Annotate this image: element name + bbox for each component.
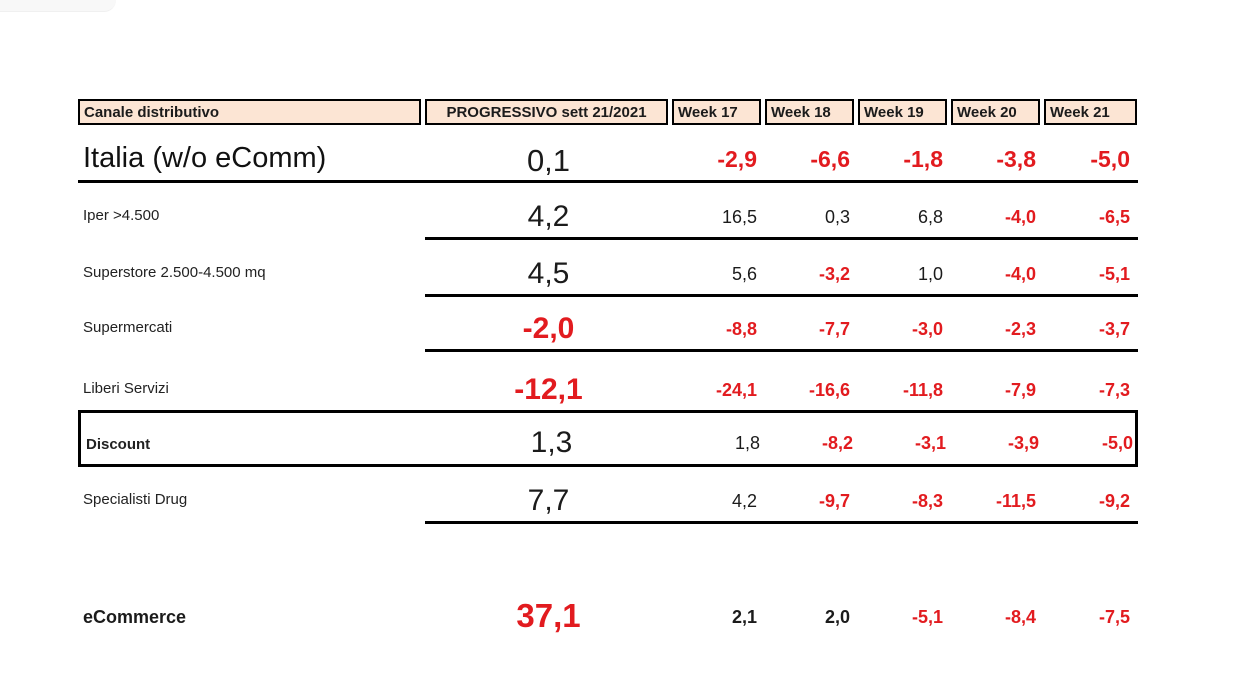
- week-17-value: 5,6: [731, 264, 757, 284]
- table-row-liberi-servizi: Liberi Servizi -12,1 -24,1 -16,6 -11,8 -…: [78, 352, 1138, 410]
- week-21-value: -6,5: [1098, 207, 1130, 227]
- progressivo-value: 1,3: [530, 426, 573, 459]
- table-row-discount: Discount 1,3 1,8 -8,2 -3,1 -3,9 -5,0: [78, 410, 1138, 467]
- week-19-value: 1,0: [917, 264, 943, 284]
- week-19-value: -3,0: [911, 319, 943, 339]
- week-19-value: -11,8: [902, 380, 943, 400]
- week-19-value: -5,1: [911, 607, 943, 627]
- week-18-value: -16,6: [808, 380, 850, 400]
- row-label: Iper >4.500: [83, 207, 160, 224]
- week-17-value: -2,9: [717, 146, 757, 172]
- week-21-value: -3,7: [1098, 319, 1130, 339]
- row-label: Specialisti Drug: [83, 491, 188, 508]
- header-week-20: Week 20: [951, 99, 1040, 125]
- header-week-18: Week 18: [765, 99, 854, 125]
- week-17-value: 4,2: [731, 491, 757, 511]
- progressivo-value: -12,1: [514, 373, 583, 406]
- progressivo-value: 37,1: [516, 597, 581, 634]
- week-17-value: 1,8: [734, 433, 760, 453]
- header-week-17: Week 17: [672, 99, 761, 125]
- week-19-value: -8,3: [911, 491, 943, 511]
- header-canale-distributivo: Canale distributivo: [78, 99, 421, 125]
- table-header-row: Canale distributivo PROGRESSIVO sett 21/…: [78, 99, 1138, 125]
- week-20-value: -3,8: [996, 146, 1036, 172]
- week-17-value: -24,1: [715, 380, 757, 400]
- row-label: Discount: [86, 436, 151, 453]
- header-progressivo: PROGRESSIVO sett 21/2021: [425, 99, 668, 125]
- table-row-supermercati: Supermercati -2,0 -8,8 -7,7 -3,0 -2,3 -3…: [78, 297, 1138, 349]
- row-label: eCommerce: [83, 607, 187, 627]
- row-separator: [425, 521, 1138, 524]
- row-separator: [425, 294, 1138, 297]
- week-20-value: -7,9: [1004, 380, 1036, 400]
- row-label: Superstore 2.500-4.500 mq: [83, 264, 266, 281]
- week-21-value: -7,3: [1098, 380, 1130, 400]
- progressivo-value: 7,7: [527, 484, 570, 517]
- row-label: Italia (w/o eComm): [83, 142, 327, 174]
- progressivo-value: -2,0: [522, 312, 575, 345]
- week-21-value: -5,0: [1101, 433, 1133, 453]
- week-17-value: -8,8: [725, 319, 757, 339]
- table-row-specialisti-drug: Specialisti Drug 7,7 4,2 -9,7 -8,3 -11,5…: [78, 467, 1138, 521]
- week-17-value: 2,1: [731, 607, 757, 627]
- week-20-value: -4,0: [1004, 264, 1036, 284]
- table-row-iper: Iper >4.500 4,2 16,5 0,3 6,8 -4,0 -6,5: [78, 183, 1138, 237]
- week-19-value: -3,1: [914, 433, 946, 453]
- progressivo-value: 4,2: [527, 200, 570, 233]
- row-label: Liberi Servizi: [83, 380, 169, 397]
- week-18-value: -6,6: [810, 146, 850, 172]
- progressivo-value: 4,5: [527, 257, 570, 290]
- row-separator: [78, 180, 1138, 183]
- week-19-value: -1,8: [903, 146, 943, 172]
- week-17-value: 16,5: [721, 207, 757, 227]
- row-separator: [425, 349, 1138, 352]
- week-21-value: -5,0: [1090, 146, 1130, 172]
- header-week-19: Week 19: [858, 99, 947, 125]
- week-20-value: -2,3: [1004, 319, 1036, 339]
- week-18-value: -3,2: [818, 264, 850, 284]
- week-18-value: -7,7: [818, 319, 850, 339]
- week-18-value: 0,3: [824, 207, 850, 227]
- table-row-italia: Italia (w/o eComm) 0,1 -2,9 -6,6 -1,8 -3…: [78, 125, 1138, 179]
- week-18-value: 2,0: [824, 607, 850, 627]
- week-18-value: -9,7: [818, 491, 850, 511]
- table-row-superstore: Superstore 2.500-4.500 mq 4,5 5,6 -3,2 1…: [78, 240, 1138, 294]
- week-20-value: -11,5: [995, 491, 1036, 511]
- progressivo-value: 0,1: [526, 143, 571, 178]
- header-week-21: Week 21: [1044, 99, 1137, 125]
- window-fragment: [0, 0, 116, 12]
- row-separator: [425, 237, 1138, 240]
- week-21-value: -5,1: [1098, 264, 1130, 284]
- week-19-value: 6,8: [917, 207, 943, 227]
- channel-table: Canale distributivo PROGRESSIVO sett 21/…: [78, 99, 1138, 644]
- week-18-value: -8,2: [821, 433, 853, 453]
- week-20-value: -8,4: [1004, 607, 1036, 627]
- row-label: Supermercati: [83, 319, 173, 336]
- week-20-value: -4,0: [1004, 207, 1036, 227]
- week-21-value: -7,5: [1098, 607, 1130, 627]
- week-20-value: -3,9: [1007, 433, 1039, 453]
- week-21-value: -9,2: [1098, 491, 1130, 511]
- table-row-ecommerce: eCommerce 37,1 2,1 2,0 -5,1 -8,4 -7,5: [78, 585, 1138, 635]
